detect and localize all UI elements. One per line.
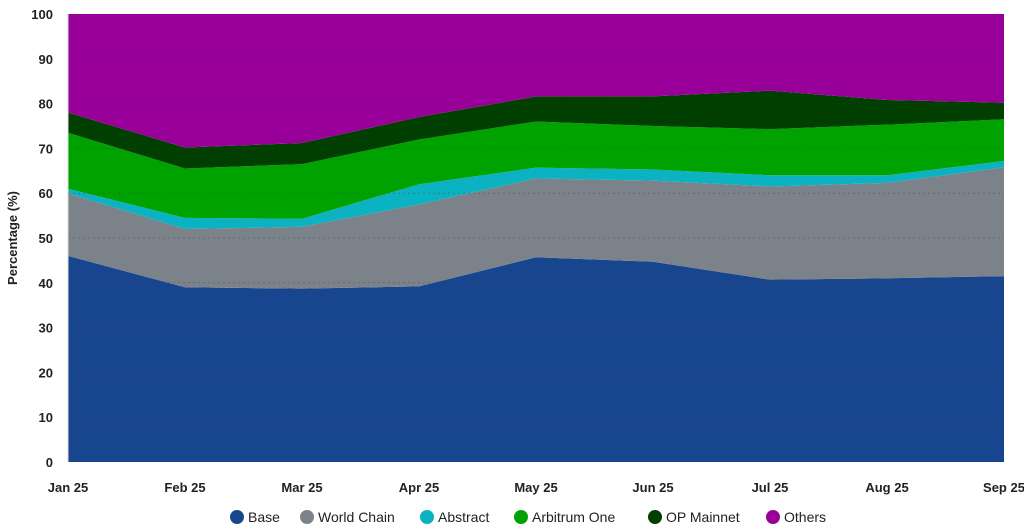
- y-tick-label: 40: [39, 276, 53, 291]
- legend-label: Arbitrum One: [532, 509, 615, 525]
- legend-item-world-chain[interactable]: World Chain: [300, 509, 395, 525]
- legend-label: Abstract: [438, 509, 489, 525]
- areas: [68, 14, 1004, 462]
- legend-label: Base: [248, 509, 280, 525]
- x-tick-label: Feb 25: [164, 480, 205, 495]
- y-tick-label: 20: [39, 365, 53, 380]
- legend-marker: [300, 510, 314, 524]
- y-tick-label: 100: [31, 7, 53, 22]
- x-tick-label: Mar 25: [281, 480, 322, 495]
- gridlines: [67, 14, 1004, 462]
- y-tick-label: 30: [39, 321, 53, 336]
- y-tick-label: 70: [39, 141, 53, 156]
- y-tick-label: 90: [39, 52, 53, 67]
- legend-label: World Chain: [318, 509, 395, 525]
- x-tick-label: Jul 25: [752, 480, 789, 495]
- x-tick-label: Sep 25: [983, 480, 1024, 495]
- y-tick-label: 10: [39, 410, 53, 425]
- y-axis-label: Percentage (%): [5, 191, 20, 285]
- y-axis-ticks: 0 10 20 30 40 50 60 70 80 90 100: [31, 7, 53, 470]
- legend-marker: [514, 510, 528, 524]
- legend-label: Others: [784, 509, 826, 525]
- x-tick-label: May 25: [514, 480, 557, 495]
- y-tick-label: 60: [39, 186, 53, 201]
- legend: Base World Chain Abstract Arbitrum One OP Ma…: [230, 509, 826, 525]
- y-tick-label: 0: [46, 455, 53, 470]
- legend-marker: [230, 510, 244, 524]
- legend-marker: [420, 510, 434, 524]
- area-others: [68, 14, 1004, 148]
- x-tick-label: Jan 25: [48, 480, 88, 495]
- area-abstract: [68, 160, 1004, 230]
- area-op-mainnet: [68, 90, 1004, 169]
- legend-marker: [766, 510, 780, 524]
- x-axis-ticks: Jan 25 Feb 25 Mar 25 Apr 25 May 25 Jun 25 Jul …: [48, 480, 1024, 495]
- area-base: [68, 255, 1004, 462]
- x-tick-label: Apr 25: [399, 480, 439, 495]
- legend-marker: [648, 510, 662, 524]
- legend-item-abstract[interactable]: Abstract: [420, 509, 489, 525]
- legend-item-others[interactable]: Others: [766, 509, 826, 525]
- legend-item-base[interactable]: Base: [230, 509, 280, 525]
- y-tick-label: 50: [39, 231, 53, 246]
- area-world-chain: [68, 167, 1004, 289]
- legend-label: OP Mainnet: [666, 509, 740, 525]
- x-tick-label: Aug 25: [865, 480, 908, 495]
- y-tick-label: 80: [39, 97, 53, 112]
- area-arbitrum-one: [68, 119, 1004, 219]
- legend-item-arbitrum-one[interactable]: Arbitrum One: [514, 509, 615, 525]
- legend-item-op-mainnet[interactable]: OP Mainnet: [648, 509, 740, 525]
- x-tick-label: Jun 25: [632, 480, 673, 495]
